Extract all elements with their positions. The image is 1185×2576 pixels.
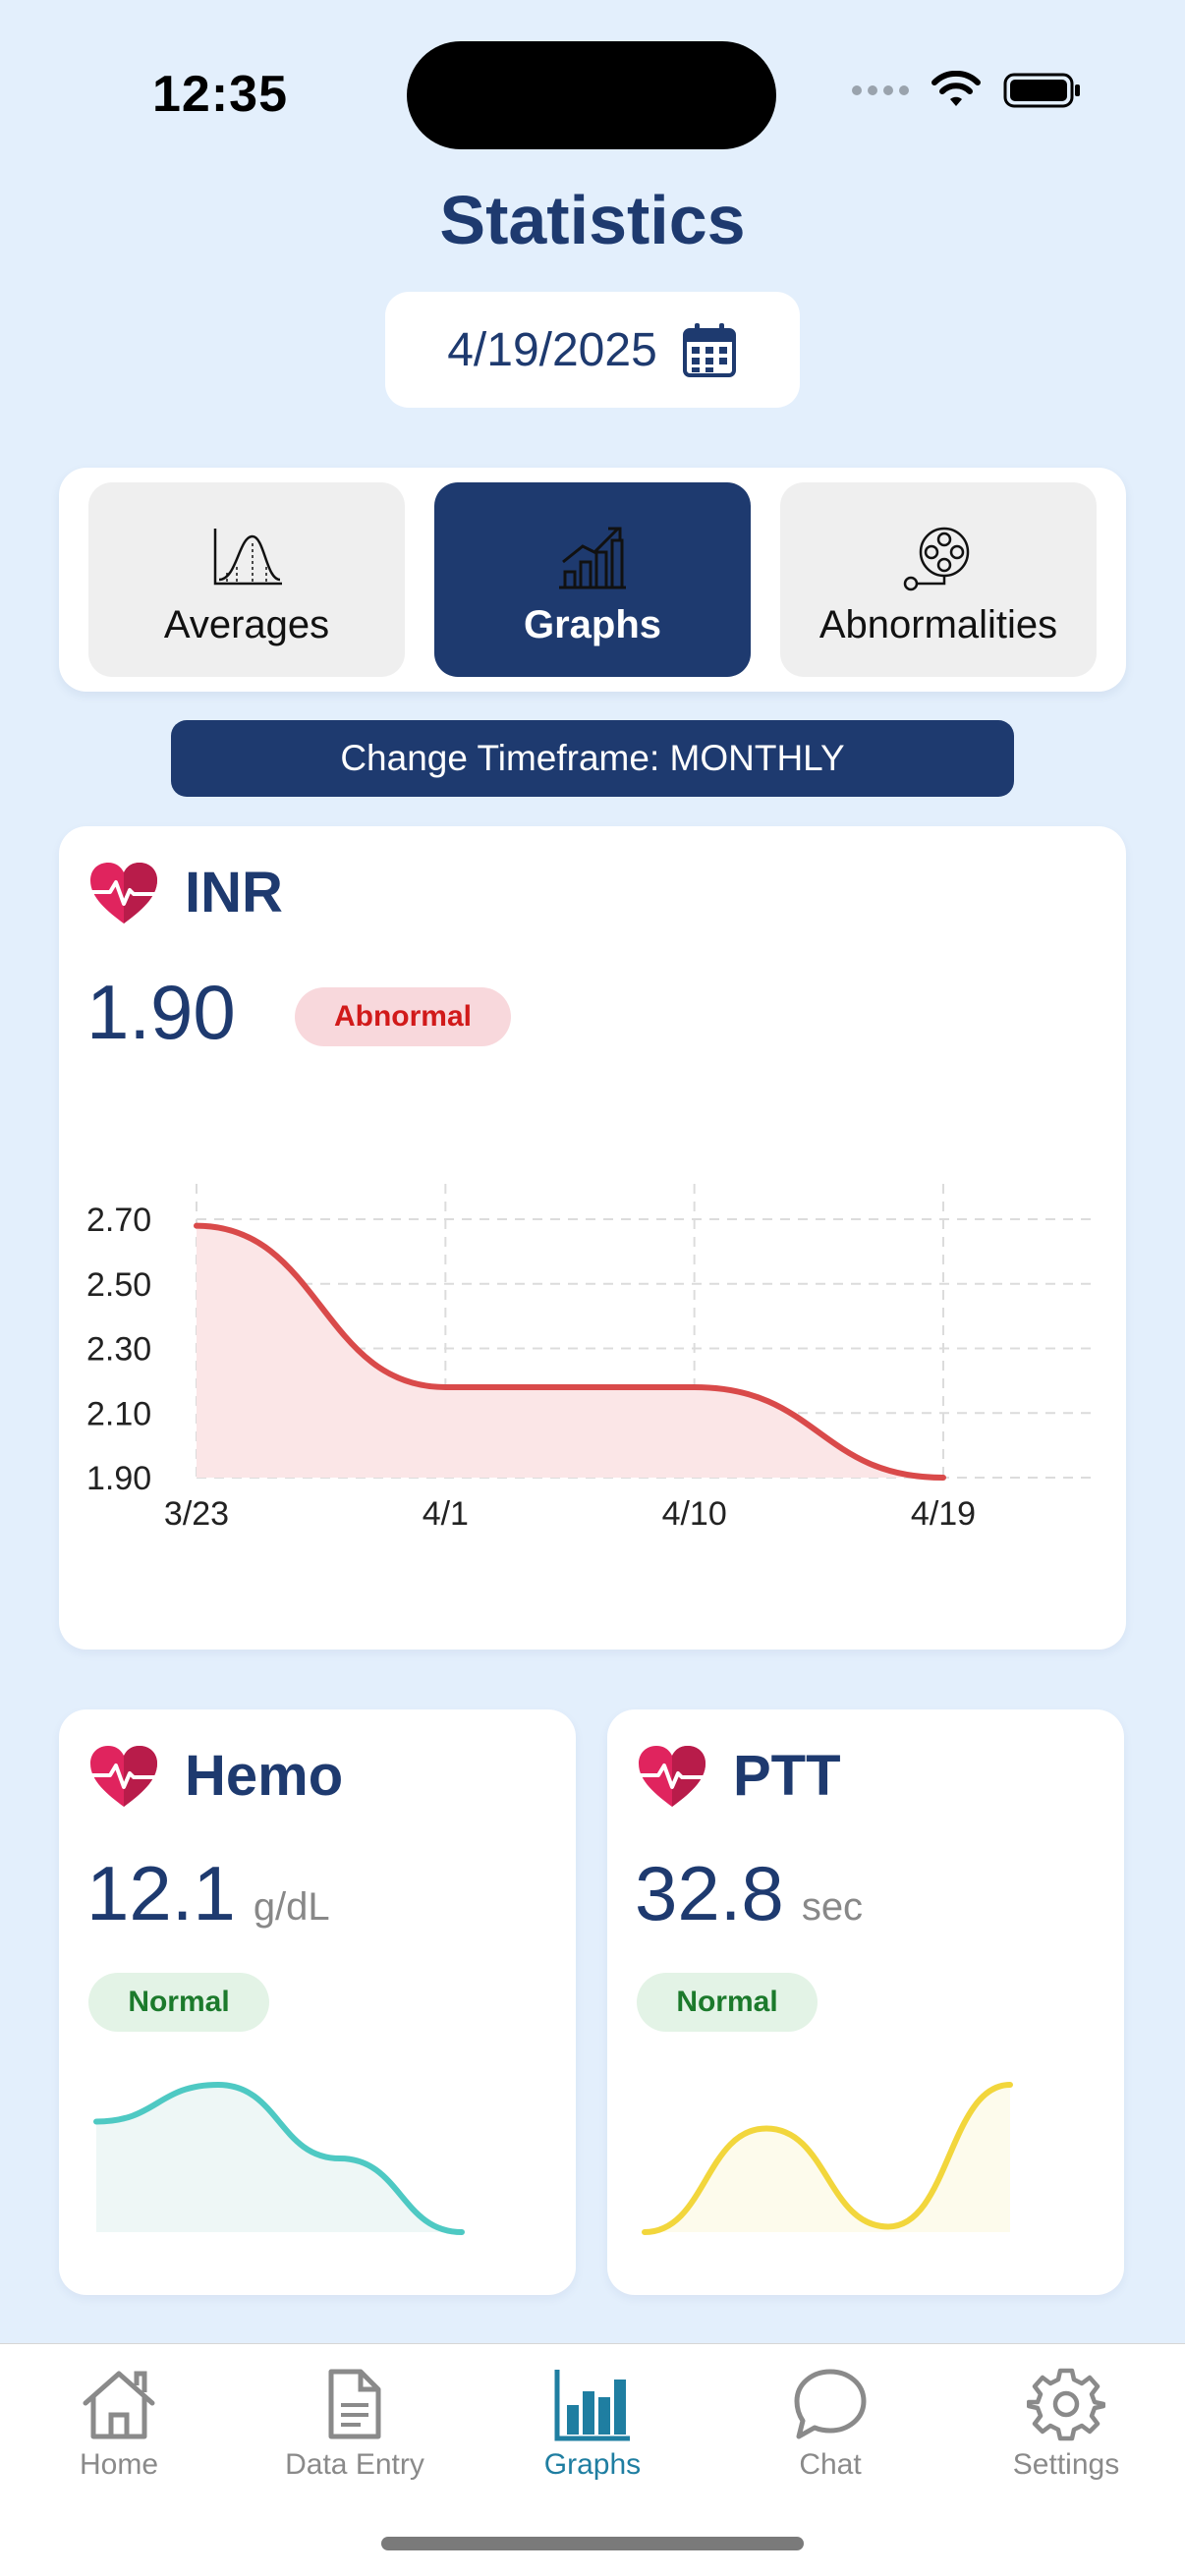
ptt-card[interactable]: PTT 32.8 sec Normal: [607, 1709, 1124, 2295]
date-text: 4/19/2025: [447, 323, 657, 376]
card-title: PTT: [733, 1744, 841, 1808]
hemo-value: 12.1: [86, 1850, 236, 1936]
ptt-value-row: 32.8 sec: [635, 1849, 863, 1938]
inr-chart: 2.70 2.50 2.30 2.10 1.90 3/23 4/1 4/10 4/19: [86, 1184, 1097, 1533]
status-badge: Normal: [88, 1973, 269, 2032]
segment-graphs[interactable]: Graphs: [434, 482, 751, 677]
x-tick-label: 4/19: [911, 1495, 976, 1533]
x-tick-label: 4/10: [662, 1495, 727, 1533]
film-reel-icon: [903, 527, 970, 591]
x-tick-label: 4/1: [423, 1495, 469, 1533]
segment-label: Averages: [163, 603, 330, 646]
card-title: Hemo: [185, 1744, 344, 1808]
bar-chart-icon: [554, 2370, 630, 2441]
ptt-card-header: PTT: [637, 1743, 841, 1809]
ptt-chart: [642, 2082, 1013, 2235]
status-icons: [852, 71, 1082, 110]
heart-pulse-icon: [639, 1745, 705, 1807]
hemo-chart-area-fill: [96, 2085, 462, 2232]
ptt-chart-series-line: [642, 2082, 1013, 2235]
status-badge: Normal: [637, 1973, 818, 2032]
hemo-value-row: 12.1 g/dL: [86, 1849, 330, 1938]
status-badge: Abnormal: [295, 987, 511, 1046]
date-picker[interactable]: 4/19/2025: [385, 292, 800, 408]
hemo-card-header: Hemo: [88, 1743, 343, 1809]
ptt-unit: sec: [801, 1885, 864, 1929]
y-tick-label: 2.30: [86, 1331, 151, 1369]
document-icon: [328, 2369, 381, 2439]
segment-label: Abnormalities: [818, 603, 1058, 646]
ptt-value: 32.8: [635, 1850, 784, 1936]
heart-pulse-icon: [90, 862, 157, 924]
tab-label: Settings: [1012, 2448, 1120, 2481]
y-tick-label: 2.10: [86, 1395, 151, 1432]
card-title: INR: [185, 861, 283, 924]
tab-settings[interactable]: Settings: [953, 2366, 1179, 2482]
heart-pulse-icon: [90, 1745, 157, 1807]
home-icon: [83, 2371, 155, 2439]
y-tick-label: 2.70: [86, 1202, 151, 1239]
battery-icon: [1003, 73, 1080, 108]
tab-graphs[interactable]: Graphs: [480, 2366, 705, 2482]
tab-data-entry[interactable]: Data Entry: [242, 2366, 468, 2482]
inr-card[interactable]: INR 1.90 Abnormal 2.70 2.50 2.30 2.10 1.90 3/…: [59, 826, 1126, 1650]
status-time: 12:35: [152, 66, 288, 123]
y-tick-label: 1.90: [86, 1460, 151, 1497]
inr-value: 1.90: [86, 969, 236, 1055]
y-tick-label: 2.50: [86, 1266, 151, 1304]
view-segmented-control: Averages Graphs: [59, 468, 1126, 692]
bar-growth-icon: [559, 527, 626, 589]
gear-icon: [1027, 2368, 1105, 2441]
segment-averages[interactable]: Averages: [88, 482, 405, 677]
x-tick-label: 3/23: [164, 1495, 229, 1533]
bell-curve-icon: [213, 529, 282, 586]
ptt-chart-area-fill: [645, 2085, 1010, 2232]
inr-area-fill: [197, 1225, 943, 1478]
calendar-icon: [682, 323, 736, 377]
tab-label: Home: [79, 2448, 159, 2481]
hemo-card[interactable]: Hemo 12.1 g/dL Normal: [59, 1709, 576, 2295]
change-timeframe-button[interactable]: Change Timeframe: MONTHLY: [171, 720, 1014, 797]
tab-chat[interactable]: Chat: [717, 2366, 943, 2482]
hemo-unit: g/dL: [253, 1885, 330, 1929]
page-title: Statistics: [439, 182, 746, 258]
tab-label: Chat: [799, 2448, 862, 2481]
tab-home[interactable]: Home: [6, 2366, 232, 2482]
wifi-icon: [931, 71, 981, 106]
tab-label: Data Entry: [285, 2448, 424, 2481]
dynamic-island: [407, 41, 776, 149]
hemo-chart-series-line: [93, 2081, 465, 2235]
segment-abnormalities[interactable]: Abnormalities: [780, 482, 1097, 677]
chat-bubble-icon: [794, 2369, 867, 2439]
inr-series-line: [194, 1222, 946, 1481]
home-indicator: [381, 2537, 804, 2550]
hemo-chart: [93, 2081, 465, 2235]
inr-card-header: INR: [88, 860, 283, 925]
tab-label: Graphs: [543, 2448, 642, 2481]
cellular-signal-icon: [852, 85, 909, 95]
segment-label: Graphs: [523, 603, 662, 646]
